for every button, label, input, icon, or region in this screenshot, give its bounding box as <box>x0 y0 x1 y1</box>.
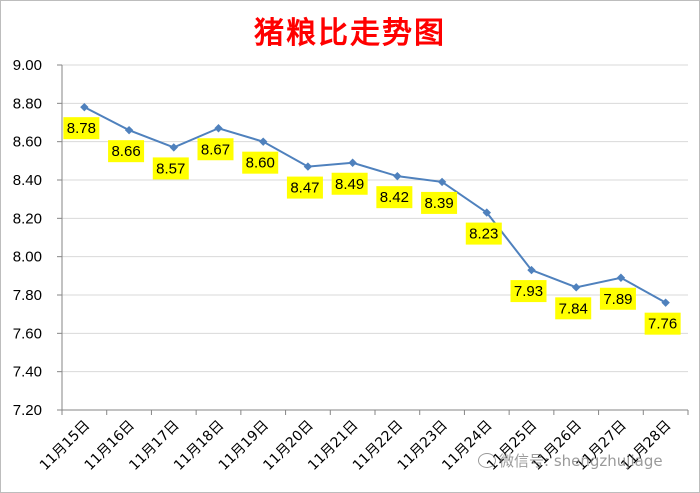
data-label: 8.67 <box>201 141 230 158</box>
watermark: 微信号: shengzhujiage <box>478 450 663 471</box>
data-labels: 8.78 8.66 8.57 8.67 8.60 8.47 8.49 8.42 8.39 8.23… <box>63 117 681 335</box>
y-axis-ticks: 9.00 8.80 8.60 8.40 8.20 8.00 7.80 7.60 7.40 7.20 <box>13 57 62 419</box>
data-label: 8.49 <box>335 176 364 193</box>
data-label: 8.78 <box>67 120 96 137</box>
data-label: 8.39 <box>424 195 453 212</box>
data-label-box <box>108 140 145 163</box>
data-point <box>661 298 670 307</box>
data-label-box <box>510 280 547 303</box>
data-point <box>348 158 357 167</box>
data-label: 8.60 <box>246 155 275 172</box>
data-point <box>214 124 223 133</box>
data-label: 8.23 <box>469 226 498 243</box>
data-label-box <box>421 191 458 214</box>
watermark-text: 微信号: shengzhujiage <box>499 452 663 470</box>
axes <box>61 65 688 411</box>
data-point <box>572 283 581 292</box>
data-point <box>482 208 491 217</box>
data-point <box>527 265 536 275</box>
data-label-box <box>331 172 368 195</box>
data-label: 8.57 <box>156 160 185 177</box>
y-tick-label: 9.00 <box>13 57 42 74</box>
y-tick-label: 8.80 <box>13 95 42 112</box>
wechat-icon <box>478 453 496 468</box>
gridlines <box>62 64 688 373</box>
data-label: 8.66 <box>111 143 140 160</box>
data-label-box <box>555 297 592 320</box>
data-label-box <box>465 222 502 245</box>
data-point <box>303 162 313 171</box>
data-label: 7.89 <box>603 291 632 308</box>
data-point <box>616 273 626 282</box>
data-label-box <box>286 176 323 199</box>
series-line <box>83 106 667 304</box>
y-tick-label: 8.00 <box>13 249 42 266</box>
data-label-box <box>376 186 413 209</box>
y-tick-label: 8.40 <box>13 172 42 189</box>
y-tick-label: 7.20 <box>13 402 42 419</box>
data-label-box <box>197 138 234 161</box>
y-tick-label: 8.20 <box>13 210 42 227</box>
data-label-box <box>242 151 279 174</box>
y-tick-label: 8.60 <box>13 134 42 151</box>
data-point <box>259 137 268 146</box>
data-label: 7.93 <box>514 283 543 300</box>
data-label-box <box>63 117 100 140</box>
data-label-box <box>599 287 636 310</box>
data-label: 8.42 <box>380 189 409 206</box>
data-label: 7.76 <box>648 316 677 333</box>
data-label-box <box>152 157 189 180</box>
data-label-box <box>644 312 681 335</box>
data-point <box>169 143 178 152</box>
data-point <box>437 177 447 187</box>
y-tick-label: 7.60 <box>13 325 42 342</box>
y-tick-label: 7.40 <box>13 364 42 381</box>
y-tick-label: 7.80 <box>13 287 42 304</box>
data-label: 7.84 <box>559 300 588 317</box>
data-point <box>80 102 89 112</box>
data-point <box>393 171 402 181</box>
data-point <box>124 125 134 135</box>
data-label: 8.47 <box>290 180 319 197</box>
chart-title: 猪粮比走势图 <box>254 16 446 51</box>
series-line <box>80 102 670 307</box>
